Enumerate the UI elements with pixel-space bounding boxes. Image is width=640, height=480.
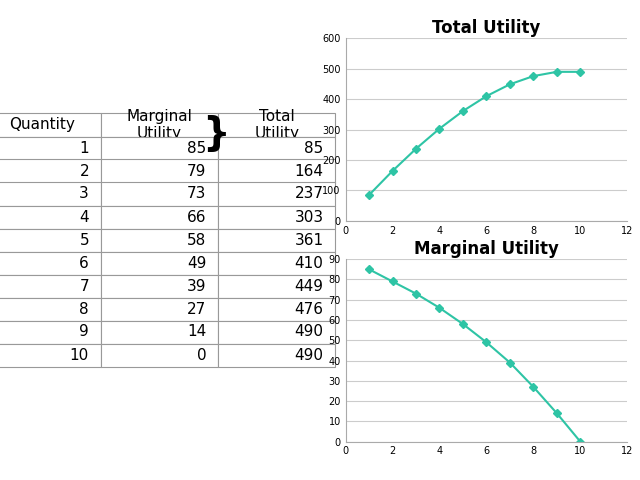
Title: Total Utility: Total Utility	[432, 19, 541, 37]
Text: }: }	[202, 115, 230, 153]
Title: Marginal Utility: Marginal Utility	[414, 240, 559, 258]
